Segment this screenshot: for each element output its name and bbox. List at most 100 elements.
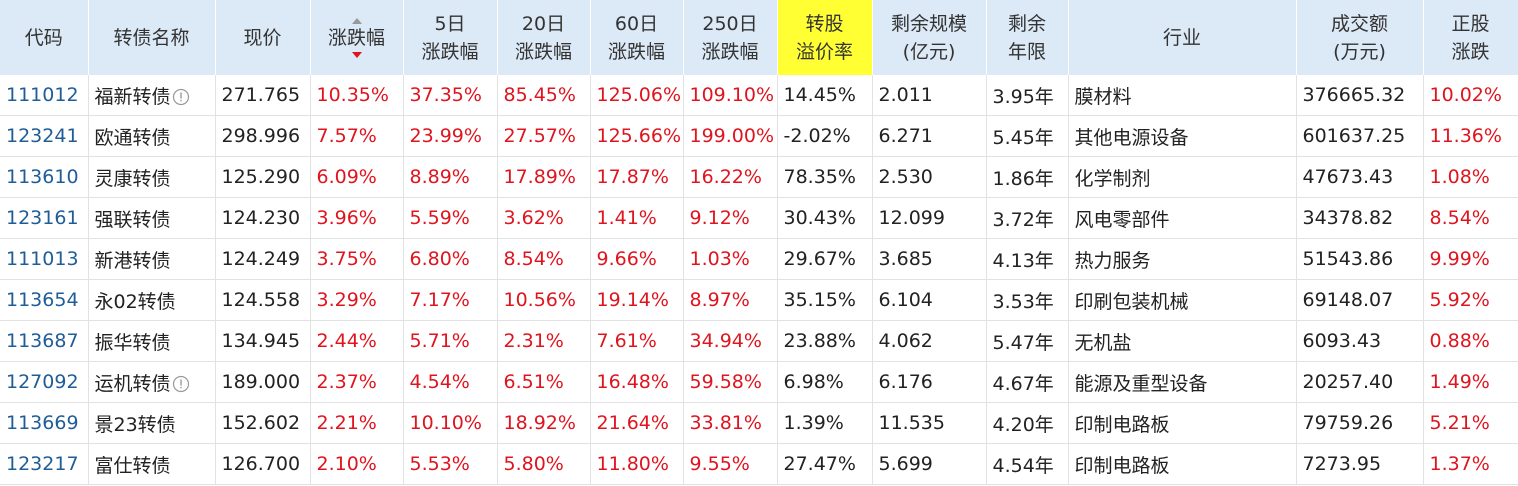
column-header[interactable]: 转债名称: [88, 0, 216, 75]
table-cell: 1.49%: [1423, 361, 1518, 403]
sort-desc-arrow[interactable]: [351, 51, 362, 58]
info-icon[interactable]: [172, 375, 190, 393]
column-header[interactable]: 现价: [215, 0, 311, 75]
cell-text: 33.81%: [689, 412, 762, 434]
cell-text: 6.09%: [316, 166, 377, 188]
cell-text: 11.535: [878, 412, 945, 434]
cell-text: 灵康转债: [94, 167, 171, 190]
column-header[interactable]: 剩余规模 (亿元): [872, 0, 987, 75]
table-cell[interactable]: 123241: [0, 115, 89, 157]
table-cell[interactable]: 113669: [0, 402, 89, 444]
column-header[interactable]: 5日 涨跌幅: [403, 0, 498, 75]
bond-code[interactable]: 123217: [6, 453, 79, 475]
table-cell: 124.230: [215, 197, 311, 239]
cell-text: 强联转债: [94, 208, 171, 231]
table-cell[interactable]: 福新转债: [88, 75, 216, 116]
table-cell[interactable]: 强联转债: [88, 197, 216, 239]
table-cell[interactable]: 113610: [0, 156, 89, 198]
table-cell: 0.88%: [1423, 320, 1518, 362]
table-cell[interactable]: 振华转债: [88, 320, 216, 362]
table-cell[interactable]: 111012: [0, 75, 89, 116]
cell-text: 7.57%: [316, 125, 377, 147]
header-row: 代码 转债名称 现价 涨跌幅 5日 涨跌幅 20日 涨跌幅 60日 涨跌幅 250日 涨跌幅 转股 溢价率…: [0, 0, 1518, 75]
table-cell[interactable]: 运机转债: [88, 361, 216, 403]
table-cell[interactable]: 127092: [0, 361, 89, 403]
bond-code[interactable]: 111013: [6, 248, 79, 270]
table-cell: 34378.82: [1296, 197, 1424, 239]
table-cell: 4.062: [872, 320, 987, 362]
table-cell[interactable]: 景23转债: [88, 402, 216, 444]
table-cell[interactable]: 欧通转债: [88, 115, 216, 157]
column-header[interactable]: 剩余 年限: [986, 0, 1069, 75]
table-cell: 10.35%: [310, 75, 404, 116]
table-cell: 无机盐: [1068, 320, 1297, 362]
cell-text: 27.57%: [503, 125, 576, 147]
table-cell[interactable]: 113687: [0, 320, 89, 362]
column-header[interactable]: 20日 涨跌幅: [497, 0, 591, 75]
table-cell[interactable]: 123161: [0, 197, 89, 239]
cell-text: 23.88%: [783, 330, 856, 352]
table-cell[interactable]: 113654: [0, 279, 89, 321]
column-header[interactable]: 涨跌幅: [310, 0, 404, 75]
bond-code[interactable]: 113610: [6, 166, 79, 188]
table-cell: 51543.86: [1296, 238, 1424, 280]
header-text: 代码: [24, 26, 63, 49]
table-row: 111012 福新转债 271.765 10.35% 37.35% 85.45% 125.0…: [0, 75, 1518, 116]
sort-asc-arrow[interactable]: [351, 17, 362, 24]
table-row: 123161 强联转债 124.230 3.96% 5.59% 3.62% 1.41% 9.1…: [0, 197, 1518, 239]
table-cell: 9.12%: [683, 197, 778, 239]
bond-code[interactable]: 111012: [6, 84, 79, 106]
cell-text: 20257.40: [1302, 371, 1394, 393]
cell-text: 34378.82: [1302, 207, 1394, 229]
cell-text: 其他电源设备: [1074, 126, 1189, 149]
cell-text: 17.89%: [503, 166, 576, 188]
table-cell: 1.37%: [1423, 443, 1518, 485]
bond-code[interactable]: 113654: [6, 289, 79, 311]
cell-text: 109.10%: [689, 84, 775, 106]
header-text: 剩余规模: [890, 12, 967, 35]
cell-text: 10.35%: [316, 84, 389, 106]
bond-code[interactable]: 127092: [6, 371, 79, 393]
table-cell: 11.535: [872, 402, 987, 444]
column-header[interactable]: 60日 涨跌幅: [590, 0, 684, 75]
bond-code[interactable]: 123241: [6, 125, 79, 147]
table-cell[interactable]: 永02转债: [88, 279, 216, 321]
column-header[interactable]: 转股 溢价率: [777, 0, 873, 75]
cell-text: 59.58%: [689, 371, 762, 393]
cell-text: 9.55%: [689, 453, 750, 475]
column-header[interactable]: 行业: [1068, 0, 1297, 75]
table-cell[interactable]: 123217: [0, 443, 89, 485]
table-cell: 27.57%: [497, 115, 591, 157]
table-cell: 6.09%: [310, 156, 404, 198]
cell-text: 35.15%: [783, 289, 856, 311]
header-text: 年限: [1007, 40, 1046, 63]
table-cell: 8.54%: [1423, 197, 1518, 239]
table-cell: 109.10%: [683, 75, 778, 116]
column-header[interactable]: 正股 涨跌: [1423, 0, 1518, 75]
bond-code[interactable]: 123161: [6, 207, 79, 229]
table-body: 111012 福新转债 271.765 10.35% 37.35% 85.45% 125.0…: [0, 75, 1518, 485]
table-cell: 热力服务: [1068, 238, 1297, 280]
table-cell: 16.48%: [590, 361, 684, 403]
column-header[interactable]: 代码: [0, 0, 89, 75]
table-cell: -2.02%: [777, 115, 873, 157]
cell-text: 景23转债: [94, 413, 176, 436]
table-cell: 9.99%: [1423, 238, 1518, 280]
table-cell: 9.66%: [590, 238, 684, 280]
table-cell: 印制电路板: [1068, 443, 1297, 485]
cell-text: 4.062: [878, 330, 933, 352]
column-header[interactable]: 成交额 (万元): [1296, 0, 1424, 75]
cell-text: 4.54年: [992, 454, 1054, 477]
table-cell[interactable]: 111013: [0, 238, 89, 280]
cell-text: 新港转债: [94, 249, 171, 272]
cell-text: 6.80%: [409, 248, 470, 270]
column-header[interactable]: 250日 涨跌幅: [683, 0, 778, 75]
table-cell[interactable]: 灵康转债: [88, 156, 216, 198]
bond-code[interactable]: 113687: [6, 330, 79, 352]
bond-code[interactable]: 113669: [6, 412, 79, 434]
table-cell[interactable]: 富仕转债: [88, 443, 216, 485]
table-cell[interactable]: 新港转债: [88, 238, 216, 280]
header-text: (万元): [1333, 40, 1386, 63]
info-icon[interactable]: [172, 88, 190, 106]
table-row: 123217 富仕转债 126.700 2.10% 5.53% 5.80% 11.80% 9.…: [0, 443, 1518, 485]
